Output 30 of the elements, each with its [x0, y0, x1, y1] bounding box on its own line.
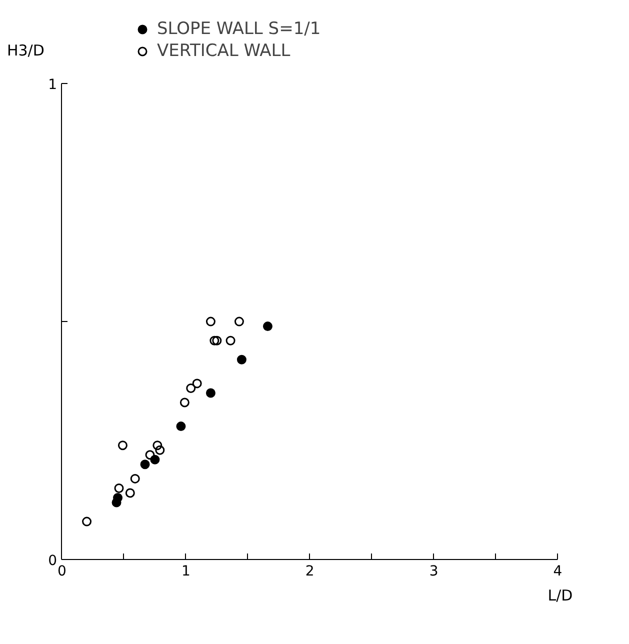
point: [82, 516, 92, 526]
y-axis-title: H3/D: [6, 41, 44, 60]
point: [212, 336, 222, 346]
point: [155, 445, 165, 455]
point: [180, 398, 190, 408]
point: [114, 483, 124, 493]
legend-label: SLOPE WALL S=1/1: [157, 18, 321, 40]
x-tick-label: 3: [429, 564, 438, 580]
point: [152, 440, 162, 450]
point: [125, 488, 135, 498]
point: [118, 440, 128, 450]
point: [234, 316, 244, 326]
x-axis-title: L/D: [548, 586, 573, 605]
point: [206, 388, 216, 398]
point: [176, 422, 186, 432]
point: [192, 378, 202, 388]
point: [262, 322, 272, 332]
point: [130, 474, 140, 484]
point: [186, 383, 196, 393]
point: [226, 336, 236, 346]
point: [206, 316, 216, 326]
point: [210, 336, 220, 346]
point: [140, 460, 150, 470]
point: [236, 354, 246, 364]
x-tick-label: 1: [181, 564, 190, 580]
point: [113, 492, 123, 502]
x-tick-label: 4: [553, 564, 562, 580]
legend-label: VERTICAL WALL: [157, 40, 290, 62]
x-tick-label: 2: [305, 564, 314, 580]
point: [145, 450, 155, 460]
